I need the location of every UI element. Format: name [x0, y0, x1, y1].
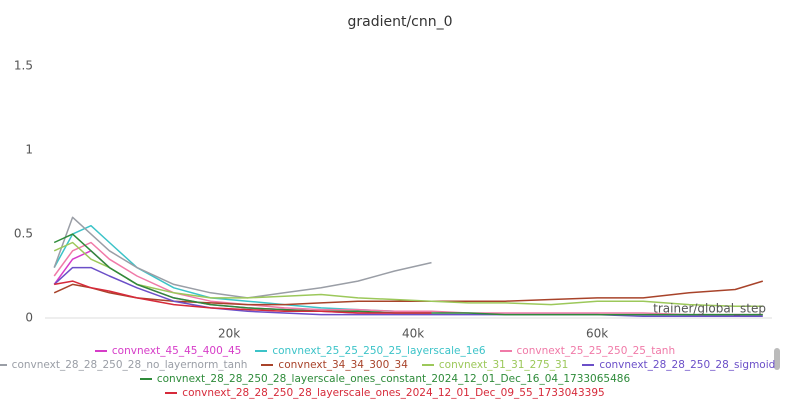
chart-title: gradient/cnn_0 — [347, 14, 452, 30]
legend-row: convnext_28_28_250_28_layerscale_ones_co… — [0, 372, 770, 386]
legend-row: convnext_28_28_250_28_no_layernorm_tanh c… — [0, 358, 775, 372]
scrollbar[interactable] — [774, 348, 780, 370]
legend-swatch — [0, 364, 7, 366]
legend-swatch — [255, 350, 268, 352]
series-line — [53, 241, 763, 316]
legend-item[interactable]: convnext_28_28_250_28_sigmoid — [582, 358, 775, 372]
legend-item[interactable]: convnext_31_31_275_31 — [421, 358, 569, 372]
y-tick-label: 1.5 — [14, 59, 33, 73]
legend-label: convnext_28_28_250_28_no_layernorm_tanh — [11, 359, 248, 371]
legend-item[interactable]: convnext_25_25_250_25_tanh — [499, 344, 676, 358]
series-line — [53, 216, 432, 299]
legend-item[interactable]: convnext_28_28_250_28_layerscale_ones_co… — [139, 372, 631, 386]
legend-label: convnext_28_28_250_28_sigmoid — [599, 359, 776, 371]
legend-row: convnext_45_45_400_45 convnext_25_25_250_… — [0, 344, 770, 358]
legend-swatch — [582, 364, 595, 366]
x-tick-label: 40k — [402, 327, 424, 341]
series-line — [54, 280, 432, 314]
legend-label: convnext_34_34_300_34 — [278, 359, 408, 371]
legend-item[interactable]: convnext_28_28_250_28_layerscale_ones_20… — [165, 386, 605, 400]
legend-swatch — [261, 364, 274, 366]
legend-label: convnext_28_28_250_28_layerscale_ones_co… — [156, 373, 631, 385]
legend-row: convnext_28_28_250_28_layerscale_ones_20… — [0, 386, 770, 400]
legend-label: convnext_28_28_250_28_layerscale_ones_20… — [182, 387, 605, 399]
y-tick-label: 1 — [25, 143, 33, 157]
legend-label: convnext_25_25_250_25_tanh — [516, 345, 676, 357]
legend-item[interactable]: convnext_25_25_250_25_layerscale_1e6 — [255, 344, 486, 358]
x-tick-label: 20k — [218, 327, 240, 341]
legend-swatch — [94, 350, 107, 352]
legend-label: convnext_25_25_250_25_layerscale_1e6 — [272, 345, 486, 357]
legend-item[interactable]: convnext_28_28_250_28_no_layernorm_tanh — [0, 358, 247, 372]
y-tick-label: 0 — [25, 311, 33, 325]
series-line — [53, 233, 763, 316]
legend-item[interactable]: convnext_34_34_300_34 — [261, 358, 408, 372]
x-axis-label: trainer/global_step — [653, 302, 766, 316]
legend-swatch — [421, 364, 434, 366]
y-tick-label: 0.5 — [14, 227, 33, 241]
x-tick-label: 60k — [586, 327, 608, 341]
series-line — [53, 280, 764, 306]
legend-swatch — [165, 392, 178, 394]
series-line — [53, 266, 763, 318]
legend-swatch — [499, 350, 512, 352]
legend: convnext_45_45_400_45 convnext_25_25_250_… — [0, 344, 775, 400]
legend-item[interactable]: convnext_45_45_400_45 — [94, 344, 242, 358]
legend-swatch — [139, 378, 152, 380]
legend-label: convnext_31_31_275_31 — [438, 359, 569, 371]
legend-label: convnext_45_45_400_45 — [111, 345, 242, 357]
